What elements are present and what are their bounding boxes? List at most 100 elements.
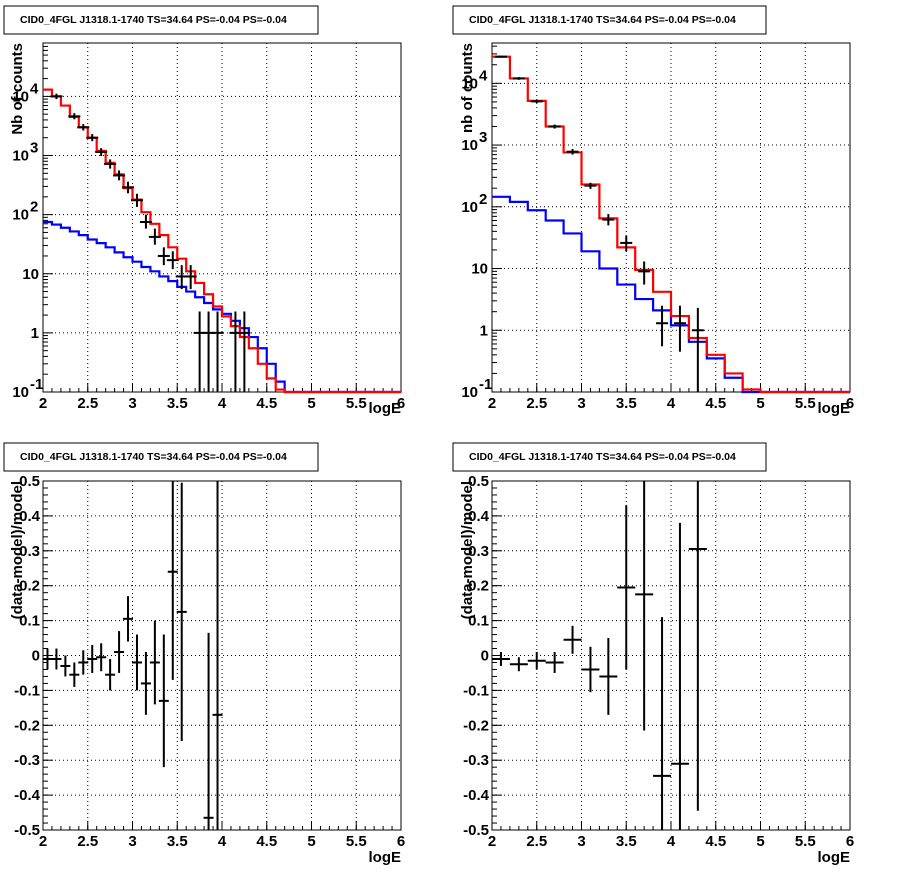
y-tick-label: 1 <box>480 322 488 339</box>
residual-panel-right: CID0_4FGL J1318.1-1740 TS=34.64 PS=-0.04… <box>452 442 854 866</box>
y-tick-label: 10 <box>12 384 29 401</box>
x-tick-label: 6 <box>397 395 405 412</box>
x-axis-label: logE <box>818 400 851 417</box>
x-tick-label: 4.5 <box>705 833 726 850</box>
y-tick-label: 0 <box>32 648 40 665</box>
y-tick-exponent: 2 <box>30 199 38 216</box>
x-tick-label: 3 <box>128 833 136 850</box>
x-tick-label: 5 <box>756 395 764 412</box>
y-tick-exponent: -1 <box>479 376 492 393</box>
x-tick-label: 4 <box>667 395 676 412</box>
y-tick-label: 0.3 <box>19 543 40 560</box>
y-axis-label: (data-model)/model <box>9 481 26 619</box>
y-tick-label: 0.1 <box>19 613 40 630</box>
counts-panel-left: CID0_4FGL J1318.1-1740 TS=34.64 PS=-0.04… <box>3 5 405 417</box>
y-tick-label: 10 <box>461 384 478 401</box>
y-tick-labels: -0.5 -0.4 -0.3 -0.2 -0.1 0 0.1 0.2 0.3 0.4 0.5 <box>463 473 490 839</box>
panel-title: CID0_4FGL J1318.1-1740 TS=34.64 PS=-0.04… <box>469 451 736 463</box>
data-points <box>494 55 704 392</box>
y-tick-label: 10 <box>461 199 478 216</box>
residual-panel-left: CID0_4FGL J1318.1-1740 TS=34.64 PS=-0.04… <box>3 442 405 866</box>
y-tick-exponent: -1 <box>30 376 43 393</box>
x-tick-label: 3 <box>577 833 585 850</box>
panel-title: CID0_4FGL J1318.1-1740 TS=34.64 PS=-0.04… <box>20 451 287 463</box>
y-tick-exponent: 4 <box>479 67 488 84</box>
y-tick-label: -0.3 <box>14 752 40 769</box>
x-tick-label: 5.5 <box>346 395 367 412</box>
title-box <box>452 442 767 472</box>
y-tick-label: -0.1 <box>463 682 489 699</box>
y-tick-exponent: 3 <box>30 140 38 157</box>
y-tick-labels: -0.5 -0.4 -0.3 -0.2 -0.1 0 0.1 0.2 0.3 0.4 0.5 <box>14 473 41 839</box>
y-tick-label: -0.5 <box>14 822 40 839</box>
x-tick-label: 4 <box>218 833 227 850</box>
y-tick-label: 10 <box>461 137 478 154</box>
model-histograms <box>492 55 850 394</box>
y-tick-label: -0.4 <box>14 787 41 804</box>
y-tick-label: 0.1 <box>468 613 489 630</box>
x-axis-label: logE <box>369 849 402 866</box>
y-tick-label: 0 <box>481 648 489 665</box>
x-tick-label: 2.5 <box>77 833 98 850</box>
x-tick-label: 4.5 <box>705 395 726 412</box>
y-tick-label: 10 <box>12 148 29 165</box>
counts-panel-right: CID0_4FGL J1318.1-1740 TS=34.64 PS=-0.04… <box>452 5 854 417</box>
x-axis-label: logE <box>369 400 402 417</box>
data-points <box>50 93 251 392</box>
x-tick-label: 5 <box>756 833 764 850</box>
x-tick-label: 2 <box>39 833 47 850</box>
y-tick-label: -0.3 <box>463 752 489 769</box>
y-tick-label: 0.2 <box>19 578 40 595</box>
y-tick-exponent: 4 <box>30 80 39 97</box>
x-tick-label: 4 <box>218 395 227 412</box>
y-tick-label: 10 <box>22 266 39 283</box>
y-tick-label: 0.3 <box>468 543 489 560</box>
x-tick-label: 5 <box>307 395 315 412</box>
y-tick-label: -0.1 <box>14 682 40 699</box>
y-tick-label: 10 <box>461 75 478 92</box>
x-tick-label: 2.5 <box>77 395 98 412</box>
y-tick-label: -0.2 <box>14 717 40 734</box>
residual-points <box>491 481 707 830</box>
x-tick-label: 5.5 <box>795 395 816 412</box>
y-tick-label: -0.4 <box>463 787 490 804</box>
x-axis-label: logE <box>818 849 851 866</box>
y-tick-label: 10 <box>471 261 488 278</box>
panel-title: CID0_4FGL J1318.1-1740 TS=34.64 PS=-0.04… <box>469 14 736 26</box>
y-axis-label: Nb of counts <box>9 43 26 135</box>
x-tick-labels: 2 2.5 3 3.5 4 4.5 5 5.5 6 <box>488 833 854 850</box>
model-histogram-line <box>492 195 850 394</box>
title-box <box>3 5 319 35</box>
title-box <box>452 5 767 35</box>
x-tick-label: 2.5 <box>526 833 547 850</box>
x-tick-label: 5 <box>307 833 315 850</box>
x-tick-label: 6 <box>397 833 405 850</box>
x-tick-labels: 2 2.5 3 3.5 4 4.5 5 5.5 6 <box>488 395 854 412</box>
x-tick-label: 2 <box>488 395 496 412</box>
residual-points <box>42 481 223 830</box>
y-tick-label: 0.4 <box>19 508 41 525</box>
grid <box>42 43 402 393</box>
x-tick-labels: 2 2.5 3 3.5 4 4.5 5 5.5 6 <box>39 833 405 850</box>
y-tick-label: 10 <box>12 88 29 105</box>
x-tick-label: 3 <box>577 395 585 412</box>
y-tick-label: 1 <box>31 325 39 342</box>
y-axis-label: nb of counts <box>459 43 476 133</box>
y-tick-label: 0.5 <box>19 473 40 490</box>
x-tick-label: 6 <box>846 833 854 850</box>
x-tick-label: 3.5 <box>167 395 188 412</box>
x-tick-label: 5.5 <box>346 833 367 850</box>
y-tick-label: 0.2 <box>468 578 489 595</box>
x-tick-label: 6 <box>846 395 854 412</box>
x-tick-label: 3.5 <box>616 833 637 850</box>
model-histogram-line <box>492 55 850 394</box>
grid <box>42 480 402 831</box>
x-tick-label: 2.5 <box>526 395 547 412</box>
grid <box>491 480 851 831</box>
x-tick-label: 4.5 <box>256 833 277 850</box>
y-tick-label: 0.4 <box>468 508 490 525</box>
x-tick-label: 4.5 <box>256 395 277 412</box>
